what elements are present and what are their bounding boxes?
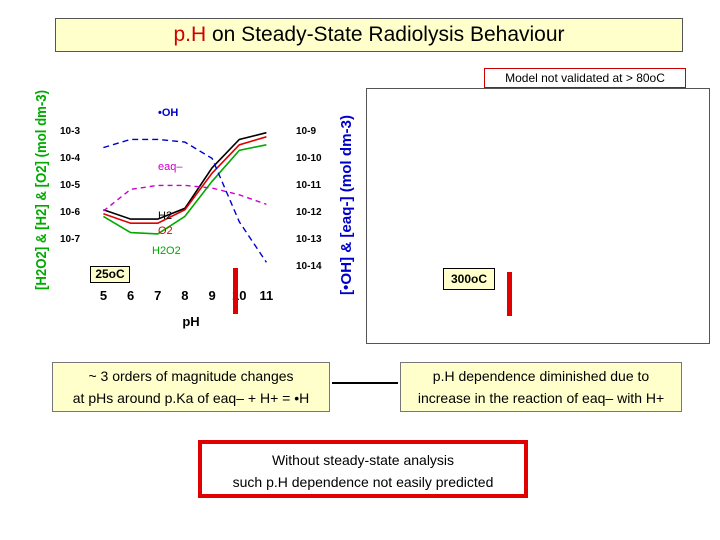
x-tick-label: 9 bbox=[208, 288, 215, 303]
series-o2 bbox=[103, 136, 267, 224]
y-right-tick-label: 10-9 bbox=[296, 126, 316, 137]
chart-25c: 5 6 7 8 9 10 1110-310-410-510-610-710-910-1010… bbox=[33, 90, 355, 329]
x-tick-label: 6 bbox=[127, 288, 134, 303]
slide-title: p.H on Steady-State Radiolysis Behaviour bbox=[55, 18, 683, 52]
y-right-tick-label: 10-14 bbox=[296, 261, 322, 272]
x-tick-label: 8 bbox=[181, 288, 188, 303]
y-left-tick-label: 10-6 bbox=[60, 207, 80, 218]
callout-right-line2: increase in the reaction of eaq– with H+ bbox=[417, 390, 665, 406]
callout-right-line1: p.H dependence diminished due to bbox=[432, 368, 650, 384]
conclusion-box: Without steady-state analysis such p.H d… bbox=[198, 440, 528, 498]
callout-right: p.H dependence diminished due to increas… bbox=[400, 362, 682, 412]
y-left-tick-label: 10-5 bbox=[60, 180, 80, 191]
y-axis-label-left: [H2O2] & [H2] & [O2] (mol dm-3) bbox=[33, 90, 50, 290]
validation-note: Model not validated at > 80oC bbox=[484, 68, 686, 88]
callout-left: ~ 3 orders of magnitude changes at pHs a… bbox=[52, 362, 330, 412]
label-eaq: eaq– bbox=[158, 161, 183, 173]
callout-connector bbox=[332, 382, 398, 384]
callout-left-line1: ~ 3 orders of magnitude changes bbox=[88, 368, 294, 384]
label-oh: •OH bbox=[158, 107, 178, 119]
conclusion-line1: Without steady-state analysis bbox=[271, 452, 455, 468]
series-eaq bbox=[102, 184, 267, 212]
y-right-tick-label: 10-11 bbox=[296, 180, 321, 191]
series-layer bbox=[102, 131, 267, 263]
callout-left-line2: at pHs around p.Ka of eaq– + H+ = •H bbox=[72, 390, 310, 406]
conclusion-line2: such p.H dependence not easily predicted bbox=[232, 474, 494, 490]
y-right-tick-label: 10-12 bbox=[296, 207, 322, 218]
label-h2: H2 bbox=[158, 210, 172, 222]
y-left-tick-label: 10-3 bbox=[60, 126, 80, 137]
temp-25-box: 25oC bbox=[90, 266, 130, 283]
y-left-tick-label: 10-4 bbox=[60, 153, 80, 164]
label-o2: O2 bbox=[158, 225, 173, 237]
temp-300-box: 300oC bbox=[443, 268, 495, 290]
y-axis-label-right: [•OH] & [eaq-] (mol dm-3) bbox=[338, 115, 355, 295]
chart-300c-panel bbox=[366, 88, 710, 344]
tick-layer: 5 6 7 8 9 10 1110-310-410-510-610-710-910-1010… bbox=[60, 126, 322, 303]
red-marker-300 bbox=[507, 272, 512, 316]
y-right-tick-label: 10-10 bbox=[296, 153, 322, 164]
x-tick-label: 7 bbox=[154, 288, 161, 303]
title-rest: on Steady-State Radiolysis Behaviour bbox=[206, 23, 565, 46]
x-tick-label: 5 bbox=[100, 288, 107, 303]
label-h2o2: H2O2 bbox=[152, 245, 181, 257]
title-ph: p.H bbox=[173, 23, 207, 46]
y-left-tick-label: 10-7 bbox=[60, 234, 80, 245]
series-h2o2 bbox=[102, 144, 267, 235]
series-oh bbox=[103, 138, 267, 263]
x-axis-label: pH bbox=[182, 314, 199, 329]
y-right-tick-label: 10-13 bbox=[296, 234, 322, 245]
x-tick-label: 11 bbox=[260, 288, 274, 303]
red-marker-25 bbox=[233, 268, 238, 314]
series-h2 bbox=[103, 131, 267, 220]
